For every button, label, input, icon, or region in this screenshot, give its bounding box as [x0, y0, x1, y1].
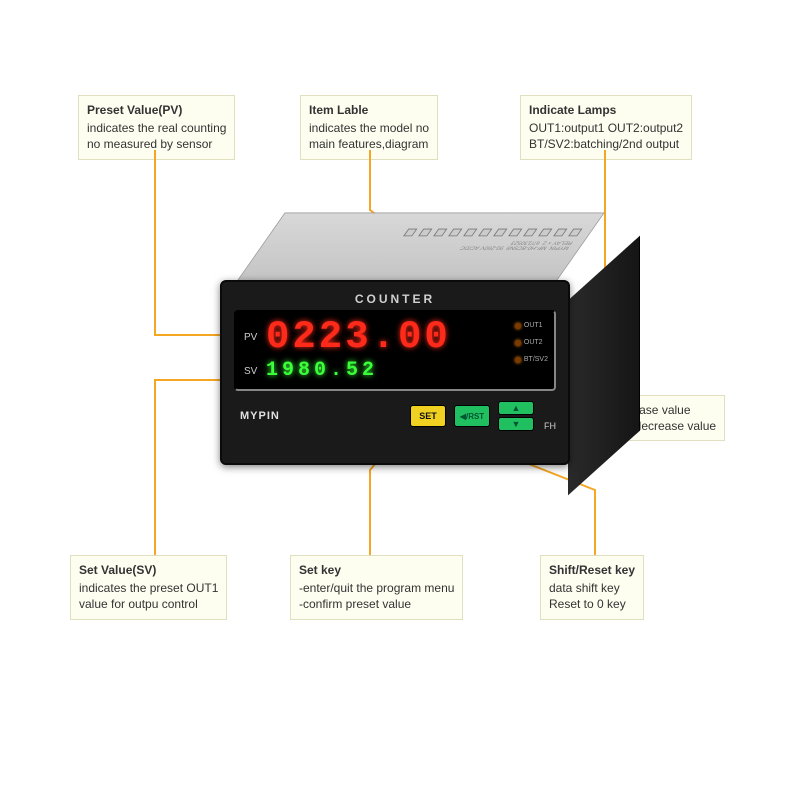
- annotation-pv: Preset Value(PV) indicates the real coun…: [78, 95, 235, 160]
- brand-label: MYPIN: [240, 410, 280, 422]
- annotation-title: Preset Value(PV): [87, 102, 226, 118]
- down-button[interactable]: ▼: [498, 417, 534, 431]
- device-title: COUNTER: [234, 292, 556, 306]
- sv-label: SV: [244, 366, 266, 377]
- lamp-out2: OUT2: [515, 339, 548, 346]
- fh-label: FH: [544, 421, 556, 431]
- annotation-line: no measured by sensor: [87, 136, 226, 152]
- sv-value: 1980.52: [266, 361, 378, 381]
- shift-reset-button[interactable]: ◀/RST: [454, 405, 490, 427]
- annotation-line: -enter/quit the program menu: [299, 580, 454, 596]
- annotation-title: Set Value(SV): [79, 562, 218, 578]
- annotation-line: value for outpu control: [79, 596, 218, 612]
- up-button[interactable]: ▲: [498, 401, 534, 415]
- set-button[interactable]: SET: [410, 405, 446, 427]
- counter-device: MYPIN MF-H0-BC5N8 90-260V AC/DC RELAY × …: [220, 280, 580, 480]
- device-side: [568, 236, 640, 496]
- annotation-line: Reset to 0 key: [549, 596, 635, 612]
- annotation-line: BT/SV2:batching/2nd output: [529, 136, 683, 152]
- indicator-lamps: OUT1 OUT2 BT/SV2: [515, 322, 548, 363]
- led-display: PV 0223.00 SV 1980.52 OUT1 OUT2 BT/SV2: [234, 310, 556, 391]
- annotation-title: Shift/Reset key: [549, 562, 635, 578]
- lamp-out1: OUT1: [515, 322, 548, 329]
- annotation-line: OUT1:output1 OUT2:output2: [529, 120, 683, 136]
- button-row: MYPIN SET ◀/RST ▲ ▼ FH: [234, 401, 556, 431]
- annotation-line: -confirm preset value: [299, 596, 454, 612]
- annotation-item-label: Item Lable indicates the model no main f…: [300, 95, 438, 160]
- pv-value: 0223.00: [266, 318, 451, 357]
- annotation-sv: Set Value(SV) indicates the preset OUT1 …: [70, 555, 227, 620]
- pv-label: PV: [244, 332, 266, 343]
- annotation-title: Indicate Lamps: [529, 102, 683, 118]
- annotation-line: indicates the preset OUT1: [79, 580, 218, 596]
- annotation-title: Item Lable: [309, 102, 429, 118]
- annotation-line: main features,diagram: [309, 136, 429, 152]
- annotation-title: Set key: [299, 562, 454, 578]
- annotation-setkey: Set key -enter/quit the program menu -co…: [290, 555, 463, 620]
- annotation-lamps: Indicate Lamps OUT1:output1 OUT2:output2…: [520, 95, 692, 160]
- annotation-shift: Shift/Reset key data shift key Reset to …: [540, 555, 644, 620]
- annotation-line: data shift key: [549, 580, 635, 596]
- device-front-panel: COUNTER PV 0223.00 SV 1980.52 OUT1 OUT2 …: [220, 280, 570, 465]
- annotation-line: indicates the model no: [309, 120, 429, 136]
- lamp-btsv2: BT/SV2: [515, 356, 548, 363]
- annotation-line: indicates the real counting: [87, 120, 226, 136]
